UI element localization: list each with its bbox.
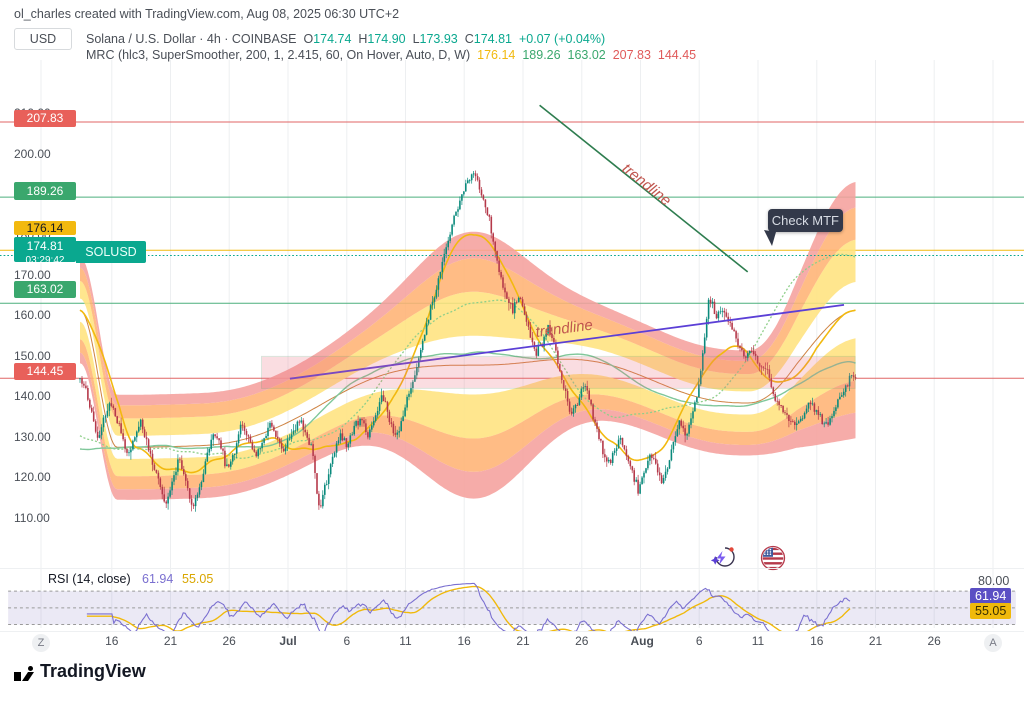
svg-text:trendline: trendline [619,160,675,209]
